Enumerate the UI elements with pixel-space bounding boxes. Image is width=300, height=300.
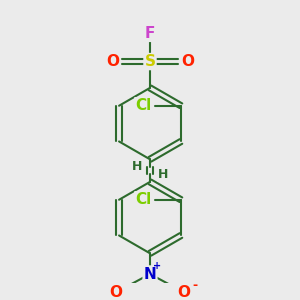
Text: +: + (154, 262, 162, 272)
Text: Cl: Cl (135, 192, 152, 207)
Text: O: O (181, 54, 194, 69)
Text: O: O (106, 54, 119, 69)
Text: Cl: Cl (135, 98, 152, 113)
Text: O: O (110, 285, 123, 300)
Text: H: H (158, 168, 168, 181)
Text: F: F (145, 26, 155, 41)
Text: H: H (132, 160, 142, 173)
Text: N: N (144, 266, 156, 281)
Text: -: - (193, 279, 198, 292)
Text: S: S (145, 54, 155, 69)
Text: O: O (177, 285, 190, 300)
